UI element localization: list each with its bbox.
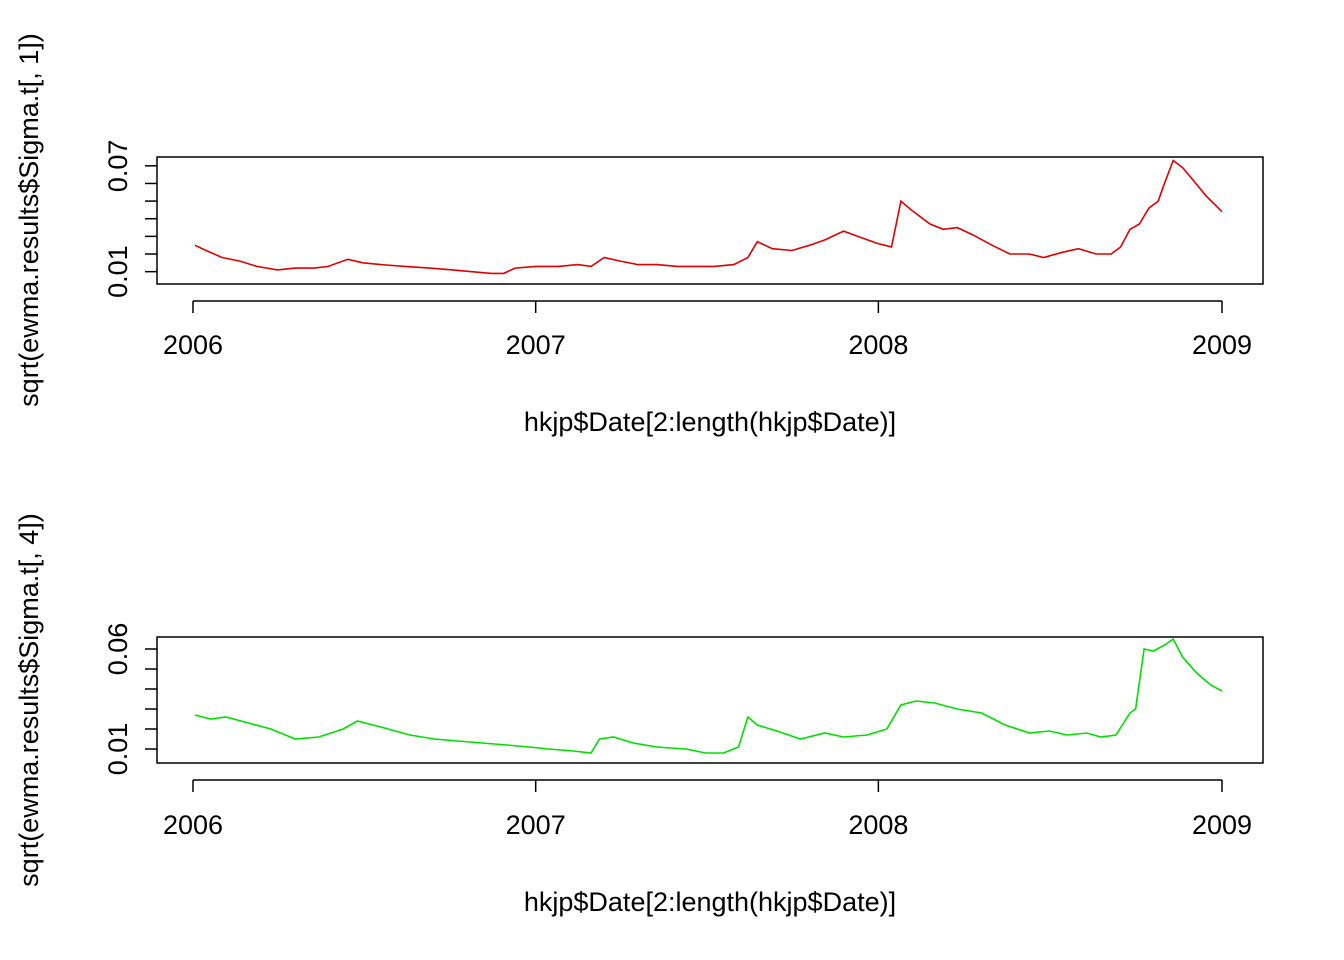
panel-bottom: 0.01 0.06 2006 2007 2008 2009 hkjp$Date[2:le… — [14, 513, 1264, 917]
y-tick-label: 0.01 — [103, 723, 133, 776]
x-tick-label: 2006 — [163, 330, 223, 360]
x-tick-label: 2009 — [1192, 330, 1252, 360]
y-tick-label: 0.01 — [103, 245, 133, 298]
plot-frame-bottom — [156, 636, 1264, 764]
x-axis-top: 2006 2007 2008 2009 — [163, 300, 1252, 360]
panel-top: 0.01 0.07 2006 2007 2008 2009 hkjp$Date[2:le… — [14, 33, 1264, 437]
y-tick-label: 0.07 — [103, 140, 133, 193]
y-axis-bottom: 0.01 0.06 — [103, 623, 157, 776]
y-tick-label: 0.06 — [103, 623, 133, 676]
x-tick-label: 2008 — [848, 330, 908, 360]
x-axis-label-top: hkjp$Date[2:length(hkjp$Date)] — [524, 407, 896, 437]
y-axis-label-top: sqrt(ewma.results$Sigma.t[, 1]) — [14, 33, 44, 407]
y-axis-label-bottom: sqrt(ewma.results$Sigma.t[, 4]) — [14, 513, 44, 887]
x-tick-label: 2007 — [506, 330, 566, 360]
x-tick-label: 2008 — [848, 810, 908, 840]
y-axis-top: 0.01 0.07 — [103, 140, 157, 298]
plot-frame-top — [156, 156, 1264, 285]
x-tick-label: 2006 — [163, 810, 223, 840]
x-axis-bottom: 2006 2007 2008 2009 — [163, 779, 1252, 840]
x-axis-label-bottom: hkjp$Date[2:length(hkjp$Date)] — [524, 887, 896, 917]
series-line-top — [194, 159, 1223, 275]
x-tick-label: 2009 — [1192, 810, 1252, 840]
x-tick-label: 2007 — [506, 810, 566, 840]
series-line-bottom — [194, 637, 1223, 754]
